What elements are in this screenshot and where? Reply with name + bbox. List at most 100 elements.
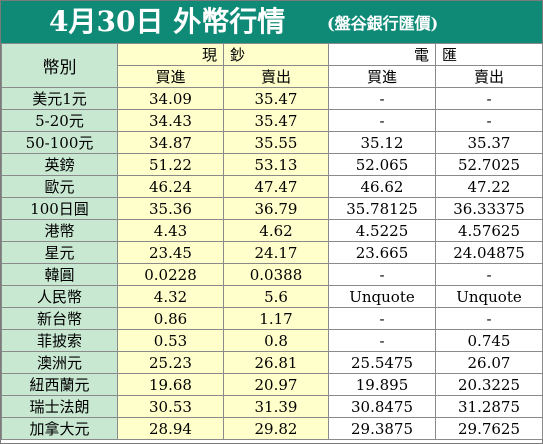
wire-buy-cell: 30.8475	[328, 395, 436, 418]
currency-cell: 歐元	[1, 175, 118, 198]
header-cash-sell: 賣出	[223, 65, 329, 88]
currency-cell: 50-100元	[1, 131, 118, 154]
table-row: 歐元 46.24 47.47 46.62 47.22	[1, 175, 543, 198]
wire-buy-cell: 29.3875	[328, 417, 436, 440]
cash-sell-cell: 35.47	[223, 109, 329, 132]
cash-buy-cell: 0.53	[117, 329, 224, 352]
wire-sell-cell: 47.22	[435, 175, 543, 198]
cash-sell-cell: 1.17	[223, 307, 329, 330]
header-cash-buy: 買進	[117, 65, 224, 88]
table-row: 紐西蘭元 19.68 20.97 19.895 20.3225	[1, 373, 543, 396]
cash-sell-cell: 0.8	[223, 329, 329, 352]
table-row: 瑞士法朗 30.53 31.39 30.8475 31.2875	[1, 395, 543, 418]
table-row: 菲披索 0.53 0.8-0.745	[1, 329, 543, 352]
cash-buy-cell: 34.43	[117, 109, 224, 132]
cash-buy-cell: 46.24	[117, 175, 224, 198]
wire-sell-cell: -	[435, 263, 543, 286]
cash-sell-cell: 4.62	[223, 219, 329, 242]
cash-sell-cell: 31.39	[223, 395, 329, 418]
table-row: 100日圓 35.36 36.79 35.78125 36.33375	[1, 197, 543, 220]
cash-sell-cell: 35.47	[223, 87, 329, 110]
cash-buy-cell: 34.09	[117, 87, 224, 110]
header-cash-left: 現	[117, 43, 224, 66]
cash-buy-cell: 30.53	[117, 395, 224, 418]
header-row-buy-sell: 買進 賣出 買進 賣出	[2, 65, 543, 88]
title-bar: 4月30日 外幣行情 (盤谷銀行匯價)	[1, 1, 542, 43]
rate-rows: 美元1元 34.09 35.47- -5-20元 34.43 35.47- -50-100元…	[1, 87, 543, 440]
cash-sell-cell: 36.79	[223, 197, 329, 220]
cash-sell-cell: 5.6	[223, 285, 329, 308]
table-row: 英鎊 51.22 53.13 52.065 52.7025	[1, 153, 543, 176]
wire-buy-cell: Unquote	[328, 285, 436, 308]
cash-buy-cell: 35.36	[117, 197, 224, 220]
cash-sell-cell: 53.13	[223, 153, 329, 176]
wire-buy-cell: -	[328, 87, 436, 110]
wire-buy-cell: -	[328, 263, 436, 286]
table-row: 韓圓 0.0228 0.0388- -	[1, 263, 543, 286]
wire-sell-cell: 52.7025	[435, 153, 543, 176]
currency-cell: 美元1元	[1, 87, 118, 110]
currency-cell: 100日圓	[1, 197, 118, 220]
currency-cell: 紐西蘭元	[1, 373, 118, 396]
table-row: 50-100元 34.87 35.55 35.12 35.37	[1, 131, 543, 154]
table-row: 人民幣 4.32 5.6 Unquote Unquote	[1, 285, 543, 308]
currency-cell: 人民幣	[1, 285, 118, 308]
wire-buy-cell: 23.665	[328, 241, 436, 264]
cash-buy-cell: 23.45	[117, 241, 224, 264]
cash-sell-cell: 0.0388	[223, 263, 329, 286]
cash-sell-cell: 20.97	[223, 373, 329, 396]
wire-sell-cell: Unquote	[435, 285, 543, 308]
currency-cell: 澳洲元	[1, 351, 118, 374]
cash-buy-cell: 28.94	[117, 417, 224, 440]
currency-cell: 新台幣	[1, 307, 118, 330]
currency-cell: 菲披索	[1, 329, 118, 352]
table-row: 港幣 4.43 4.62 4.5225 4.57625	[1, 219, 543, 242]
table-row: 新台幣 0.86 1.17- -	[1, 307, 543, 330]
cash-buy-cell: 4.43	[117, 219, 224, 242]
page-title: 4月30日 外幣行情	[49, 5, 286, 38]
header-currency: 幣別	[1, 43, 118, 88]
header-wire-sell: 賣出	[435, 65, 543, 88]
cash-sell-cell: 26.81	[223, 351, 329, 374]
cash-sell-cell: 29.82	[223, 417, 329, 440]
currency-cell: 港幣	[1, 219, 118, 242]
header-wire-left: 電	[328, 43, 436, 66]
wire-sell-cell: 35.37	[435, 131, 543, 154]
wire-sell-cell: 20.3225	[435, 373, 543, 396]
table-row: 美元1元 34.09 35.47- -	[1, 87, 543, 110]
table-row: 加拿大元 28.94 29.82 29.3875 29.7625	[1, 417, 543, 440]
cash-sell-cell: 35.55	[223, 131, 329, 154]
table-row: 星元 23.45 24.17 23.665 24.04875	[1, 241, 543, 264]
wire-sell-cell: 36.33375	[435, 197, 543, 220]
currency-cell: 星元	[1, 241, 118, 264]
currency-cell: 韓圓	[1, 263, 118, 286]
cash-buy-cell: 0.0228	[117, 263, 224, 286]
wire-sell-cell: 24.04875	[435, 241, 543, 264]
wire-sell-cell: 0.745	[435, 329, 543, 352]
cash-buy-cell: 25.23	[117, 351, 224, 374]
wire-sell-cell: 29.7625	[435, 417, 543, 440]
header-wire-right: 匯	[435, 43, 543, 66]
cash-sell-cell: 24.17	[223, 241, 329, 264]
wire-sell-cell: -	[435, 307, 543, 330]
header-cash-right: 鈔	[223, 43, 329, 66]
wire-buy-cell: 4.5225	[328, 219, 436, 242]
currency-cell: 英鎊	[1, 153, 118, 176]
cash-buy-cell: 51.22	[117, 153, 224, 176]
cash-buy-cell: 4.32	[117, 285, 224, 308]
page-subtitle: (盤谷銀行匯價)	[327, 14, 439, 33]
wire-buy-cell: 52.065	[328, 153, 436, 176]
header-row-group: 幣別 現 鈔 電 匯	[1, 43, 543, 88]
table-row: 5-20元 34.43 35.47- -	[1, 109, 543, 132]
wire-buy-cell: 35.12	[328, 131, 436, 154]
cash-sell-cell: 47.47	[223, 175, 329, 198]
wire-buy-cell: -	[328, 329, 436, 352]
wire-sell-cell: 4.57625	[435, 219, 543, 242]
wire-buy-cell: 25.5475	[328, 351, 436, 374]
cash-buy-cell: 0.86	[117, 307, 224, 330]
wire-sell-cell: -	[435, 109, 543, 132]
wire-buy-cell: 46.62	[328, 175, 436, 198]
wire-sell-cell: 26.07	[435, 351, 543, 374]
wire-buy-cell: 19.895	[328, 373, 436, 396]
